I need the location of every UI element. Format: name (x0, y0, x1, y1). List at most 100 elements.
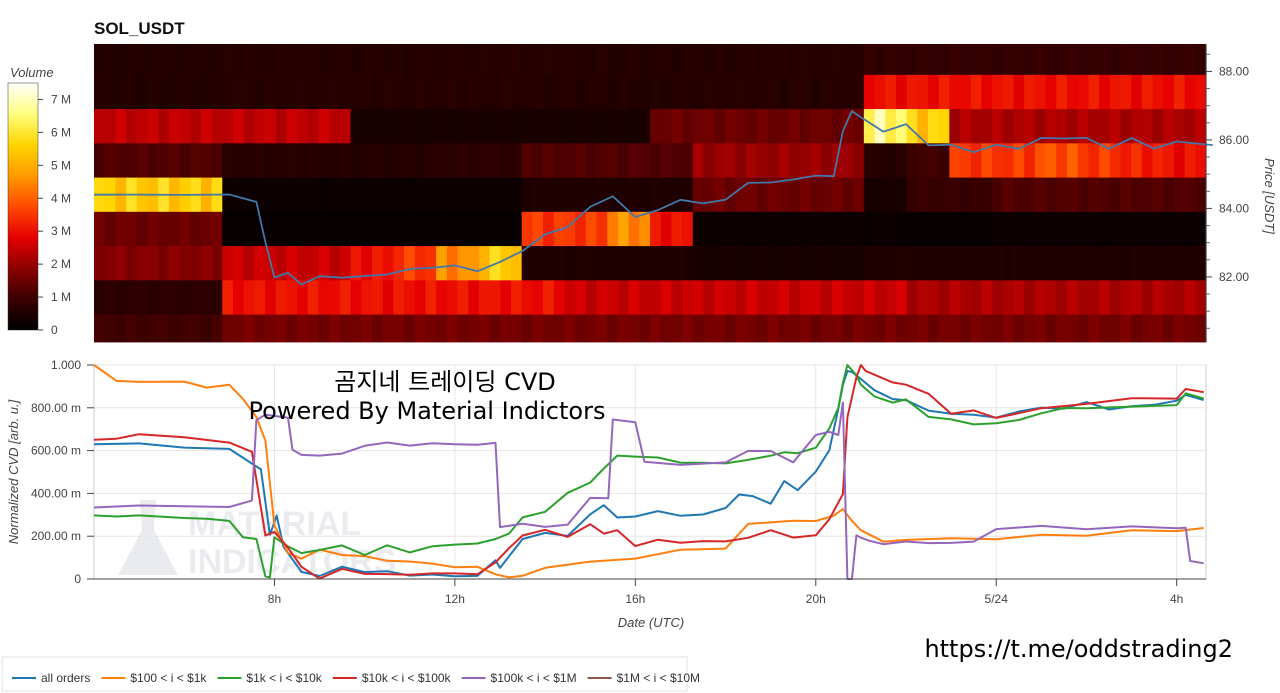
heatmap-cell (1013, 246, 1025, 281)
heatmap-cell (489, 44, 501, 76)
heatmap-cell (1067, 280, 1079, 315)
heatmap-cell (1045, 211, 1057, 247)
heatmap-cell (543, 314, 555, 343)
colorbar-tick-label: 4 M (51, 191, 71, 205)
heatmap-cell (511, 177, 523, 213)
heatmap-cell (233, 211, 245, 247)
heatmap-cell (339, 109, 352, 144)
heatmap-cell (585, 143, 598, 178)
heatmap-cell (404, 143, 416, 178)
heatmap-cell (94, 143, 106, 178)
heatmap-cell (297, 246, 309, 281)
heatmap-cell (831, 74, 844, 110)
cvd-y-tick-label: 800.00 m (31, 401, 81, 415)
heatmap-cell (1067, 314, 1079, 343)
heatmap-cell (425, 280, 437, 315)
heatmap-cell (1034, 109, 1047, 144)
heatmap-cell (831, 314, 844, 343)
price-axis: 82.00 84.00 86.00 88.00 (1206, 53, 1249, 329)
heatmap-cell (949, 74, 961, 110)
heatmap-cell (917, 280, 929, 315)
heatmap-cell (821, 44, 833, 76)
heatmap-cell (1173, 109, 1186, 144)
heatmap-cell (885, 177, 897, 213)
legend-label[interactable]: $100 < i < $1k (130, 671, 207, 685)
heatmap-cell (168, 74, 181, 110)
heatmap-cell (350, 143, 362, 178)
heatmap-cell (617, 246, 630, 281)
heatmap-cell (949, 314, 961, 343)
heatmap-cell (404, 280, 416, 315)
price-tick-label: 82.00 (1219, 270, 1249, 284)
heatmap-cell (1034, 246, 1047, 281)
heatmap-cell (168, 280, 181, 315)
heatmap-cell (1024, 74, 1036, 110)
heatmap-cell (372, 109, 384, 144)
heatmap-cell (158, 143, 170, 178)
heatmap-cell (607, 44, 619, 76)
heatmap-cell (532, 143, 544, 178)
heatmap-cell (1195, 246, 1207, 281)
heatmap-cell (115, 314, 127, 343)
heatmap-cell (671, 314, 683, 343)
heatmap-cell (126, 314, 138, 343)
heatmap-cell (564, 143, 576, 178)
heatmap-cell (863, 177, 876, 213)
heatmap-cell (789, 211, 801, 247)
heatmap-cell (168, 143, 181, 178)
heatmap-cell (842, 314, 854, 343)
heatmap-cell (1141, 143, 1154, 178)
heatmap-cell (126, 44, 138, 76)
heatmap-cell (692, 177, 705, 213)
heatmap-cell (703, 246, 715, 281)
heatmap-cell (329, 109, 341, 144)
heatmap-cell (970, 109, 983, 144)
heatmap-cell (372, 314, 384, 343)
heatmap-cell (404, 246, 416, 281)
heatmap-cell (1045, 314, 1057, 343)
cvd-x-tick-label: 16h (625, 592, 645, 606)
heatmap-cell (532, 109, 544, 144)
heatmap-cell (1195, 314, 1207, 343)
heatmap-cell (1141, 314, 1154, 343)
heatmap-cell (671, 109, 683, 144)
heatmap-cell (521, 280, 533, 315)
price-tick-label: 86.00 (1219, 133, 1249, 147)
legend-label[interactable]: all orders (41, 671, 90, 685)
heatmap-cell (949, 44, 961, 76)
heatmap-cell (243, 177, 255, 213)
heatmap-cell (457, 280, 469, 315)
heatmap-cell (874, 211, 886, 247)
heatmap-cell (275, 177, 288, 213)
legend-label[interactable]: $1k < i < $10k (246, 671, 322, 685)
heatmap-cell (735, 280, 747, 315)
heatmap-cell (767, 314, 779, 343)
heatmap-cell (200, 74, 213, 110)
legend-label[interactable]: $1M < i < $10M (617, 671, 700, 685)
heatmap-cell (575, 44, 587, 76)
heatmap-cell (404, 177, 416, 213)
heatmap-cell (265, 143, 277, 178)
heatmap-cell (500, 177, 512, 213)
heatmap-cell (842, 246, 854, 281)
heatmap-cell (949, 109, 961, 144)
heatmap-cell (981, 314, 993, 343)
telegram-url[interactable]: https://t.me/oddstrading2 (924, 635, 1233, 663)
heatmap-cell (1077, 280, 1089, 315)
heatmap-cell (767, 74, 779, 110)
heatmap-cell (735, 109, 747, 144)
heatmap-cell (211, 74, 223, 110)
heatmap-cell (147, 143, 159, 178)
heatmap-cell (425, 74, 437, 110)
heatmap-cell (1067, 177, 1079, 213)
heatmap-cell (1099, 74, 1111, 110)
heatmap-cell (874, 44, 886, 76)
heatmap-cell (179, 246, 191, 281)
legend-label[interactable]: $10k < i < $100k (362, 671, 452, 685)
heatmap-cell (799, 177, 811, 213)
heatmap-cell (1109, 74, 1122, 110)
heatmap-cell (735, 44, 747, 76)
heatmap-cell (179, 314, 191, 343)
legend-label[interactable]: $100k < i < $1M (491, 671, 577, 685)
heatmap-cell (200, 143, 213, 178)
